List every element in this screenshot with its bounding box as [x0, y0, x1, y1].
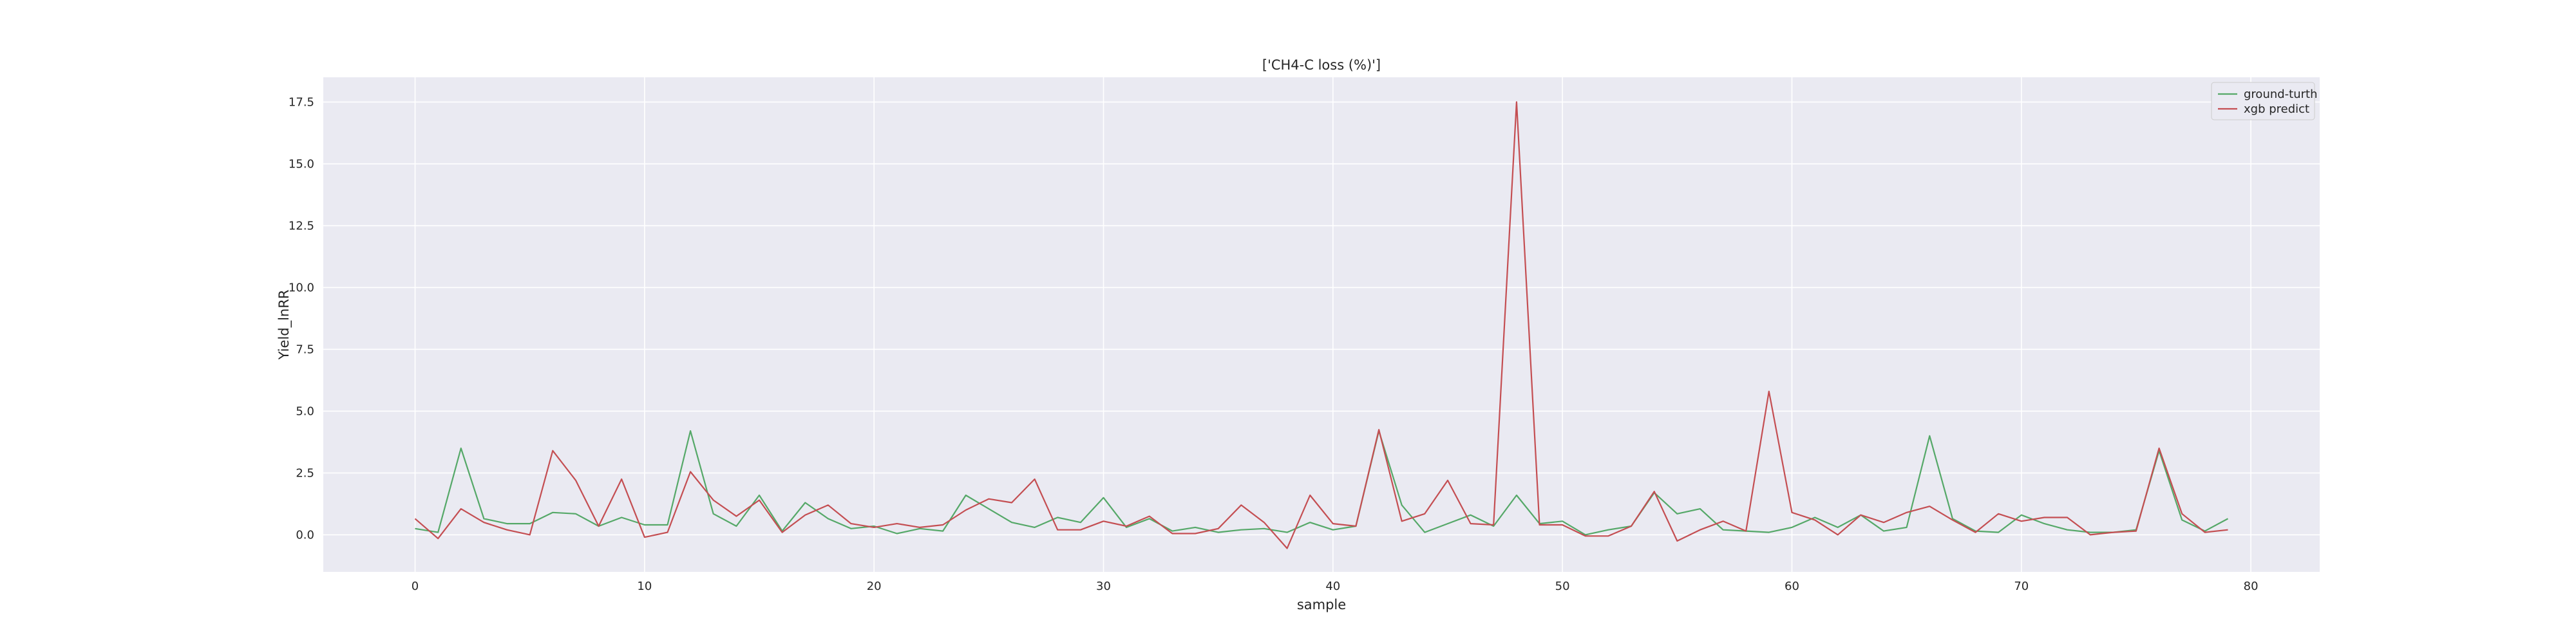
- legend-label: xgb predict: [2244, 102, 2309, 116]
- x-tick-label: 50: [1555, 580, 1570, 593]
- legend-label: ground-turth: [2244, 88, 2318, 101]
- x-tick-label: 0: [412, 580, 419, 593]
- y-axis-ticks: 0.0 2.5 5.0 7.5 10.0 12.5 15.0 17.5: [289, 95, 314, 542]
- y-tick-label: 7.5: [296, 343, 314, 356]
- y-tick-label: 0.0: [296, 528, 314, 542]
- y-tick-label: 2.5: [296, 466, 314, 480]
- series-line-xgb-predict: [414, 101, 2228, 549]
- x-tick-label: 30: [1096, 580, 1111, 593]
- y-tick-label: 10.0: [289, 281, 314, 294]
- x-axis-ticks: 0 10 20 30 40 50 60 70 80: [412, 580, 2259, 593]
- plot-area: [323, 77, 2320, 572]
- y-axis-title: Yield_lnRR: [276, 290, 292, 361]
- legend-box: [2211, 82, 2315, 120]
- x-tick-label: 60: [1785, 580, 1799, 593]
- grid: [323, 77, 2320, 572]
- y-tick-label: 15.0: [289, 157, 314, 171]
- series-lines: [414, 101, 2229, 549]
- y-tick-label: 17.5: [289, 95, 314, 109]
- series-line-ground-truth: [415, 430, 2229, 536]
- y-tick-label: 12.5: [289, 219, 314, 232]
- x-tick-label: 70: [2014, 580, 2029, 593]
- x-tick-label: 10: [637, 580, 652, 593]
- y-tick-label: 5.0: [296, 404, 314, 418]
- chart-title: ['CH4-C loss (%)']: [1262, 57, 1381, 73]
- x-axis-title: sample: [1297, 597, 1346, 612]
- x-tick-label: 80: [2244, 580, 2259, 593]
- x-tick-label: 20: [867, 580, 882, 593]
- x-tick-label: 40: [1325, 580, 1340, 593]
